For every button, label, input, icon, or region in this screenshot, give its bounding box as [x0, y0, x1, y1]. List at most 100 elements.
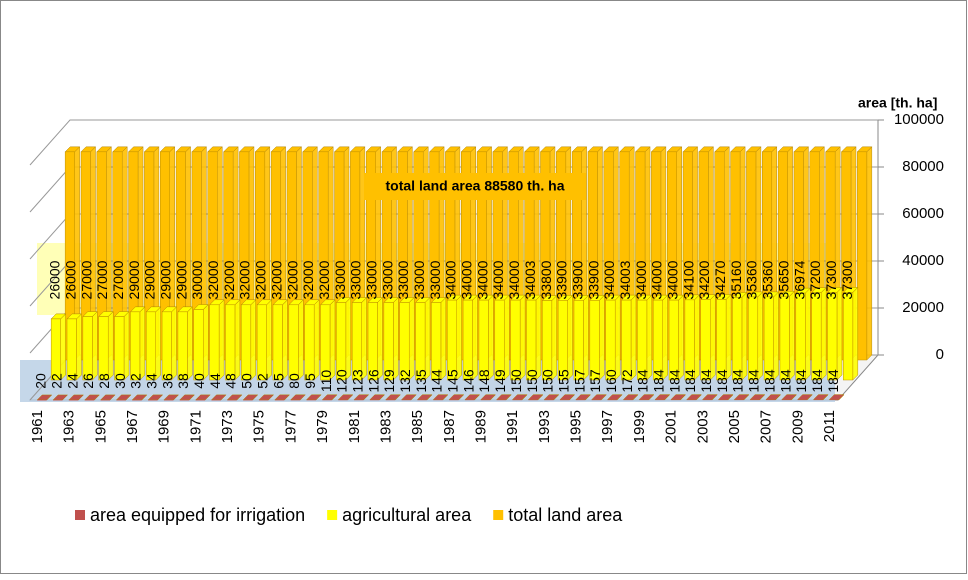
x-tick-label: 2011 — [821, 410, 838, 442]
value-label: 33000 — [395, 260, 411, 299]
bar-side — [599, 294, 605, 381]
bar — [542, 300, 553, 381]
bar — [462, 299, 473, 381]
value-label: 32000 — [300, 260, 316, 299]
bar — [304, 304, 315, 381]
x-tick-label: 1965 — [92, 410, 109, 443]
bar — [591, 399, 602, 401]
value-label: 184 — [698, 369, 714, 393]
value-label: 184 — [825, 369, 841, 393]
bar — [163, 399, 174, 401]
bar — [750, 399, 760, 401]
bar — [639, 399, 649, 401]
bar — [116, 399, 126, 401]
bar — [494, 299, 505, 381]
bar-side — [662, 294, 668, 381]
bar — [510, 299, 521, 381]
bar-side — [298, 299, 304, 381]
bar — [623, 399, 633, 401]
value-label: 150 — [524, 369, 540, 393]
value-label: 32 — [128, 373, 144, 389]
value-label: 34000 — [459, 260, 475, 299]
x-tick-label: 1969 — [156, 410, 173, 443]
value-label: 184 — [809, 369, 825, 393]
bar-side — [551, 294, 558, 381]
value-label: 32000 — [284, 260, 300, 299]
bar — [607, 399, 618, 401]
bar-side — [345, 296, 352, 381]
bar — [417, 399, 427, 401]
bar — [652, 299, 663, 381]
x-tick-label: 1989 — [472, 410, 489, 443]
value-label: 126 — [365, 369, 381, 393]
bar — [145, 311, 156, 381]
x-tick-label: 1995 — [568, 410, 585, 443]
bar — [288, 304, 299, 381]
bar — [179, 399, 190, 401]
bar-side — [535, 294, 542, 381]
bar — [241, 304, 252, 381]
bar-side — [773, 291, 779, 381]
value-label: 35360 — [744, 260, 760, 299]
bar — [227, 399, 237, 401]
bar — [843, 292, 854, 381]
x-tick-label: 1977 — [282, 410, 299, 443]
value-label: 155 — [555, 369, 571, 393]
bar — [464, 399, 475, 401]
value-label: 34000 — [601, 260, 617, 299]
bar — [82, 316, 93, 381]
bar — [732, 297, 743, 381]
value-label: 184 — [651, 369, 667, 393]
bar-side — [757, 291, 764, 381]
bar — [84, 399, 95, 401]
bar-side — [614, 294, 621, 381]
legend-label: agricultural area — [342, 505, 472, 525]
value-label: 37200 — [807, 260, 823, 299]
bar — [351, 302, 362, 381]
x-tick-label: 1973 — [219, 410, 236, 443]
bar — [383, 302, 394, 381]
x-tick-label: 1979 — [314, 410, 331, 443]
value-label: 184 — [730, 369, 746, 393]
bar-side — [709, 294, 716, 381]
bar-side — [725, 293, 732, 381]
value-label: 184 — [714, 369, 730, 393]
bar — [605, 299, 616, 381]
bar — [528, 399, 538, 401]
x-tick-label: 1991 — [504, 410, 521, 443]
grid-line — [29, 119, 878, 166]
bar-side — [567, 294, 573, 381]
bar — [322, 399, 332, 401]
value-label: 33800 — [538, 260, 554, 299]
bar — [290, 399, 301, 401]
bar-side — [234, 299, 241, 381]
bar — [306, 399, 317, 401]
value-label: 184 — [746, 369, 762, 393]
value-label: 36 — [159, 373, 175, 389]
bar-side — [408, 296, 415, 381]
value-label: 40 — [191, 373, 207, 389]
value-label: 184 — [761, 369, 777, 393]
value-label: 27000 — [78, 260, 94, 299]
value-label: 33900 — [554, 260, 570, 299]
bar — [544, 399, 554, 401]
legend-swatch — [75, 510, 85, 520]
value-label: 132 — [397, 369, 413, 393]
bar — [336, 302, 347, 381]
value-label: 29000 — [158, 260, 174, 299]
bar-side — [424, 296, 431, 381]
bar-side — [266, 299, 272, 381]
value-label: 52 — [254, 373, 270, 389]
x-tick-label: 1971 — [187, 410, 204, 443]
bar — [272, 304, 283, 381]
bar — [857, 151, 868, 361]
value-label: 184 — [682, 369, 698, 393]
bar-side — [741, 291, 748, 381]
annotation-box — [364, 173, 586, 200]
bar-side — [250, 299, 257, 381]
bar — [37, 399, 47, 401]
value-label: 35650 — [775, 260, 791, 299]
bar-side — [456, 294, 463, 381]
bar — [765, 399, 776, 401]
x-tick-label: 1985 — [409, 410, 426, 443]
